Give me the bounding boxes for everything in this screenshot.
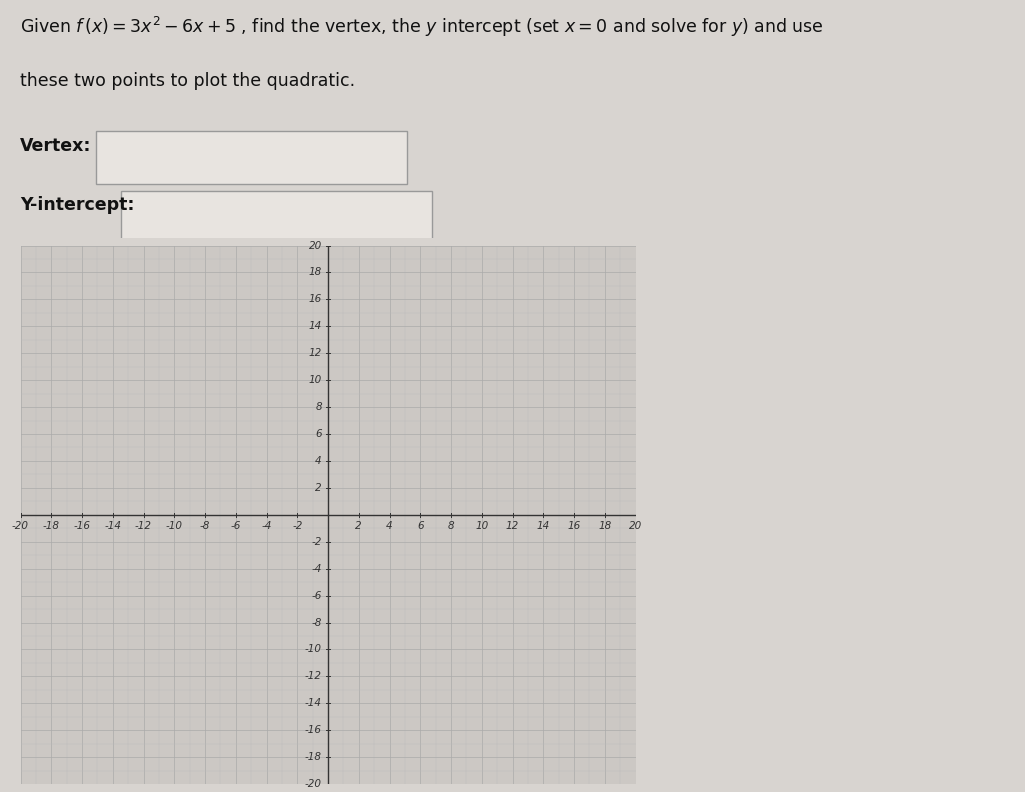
Text: 6: 6 [417, 521, 423, 531]
Text: Vertex:: Vertex: [20, 136, 92, 154]
Text: -20: -20 [304, 779, 322, 789]
Text: 4: 4 [386, 521, 393, 531]
Text: -10: -10 [166, 521, 182, 531]
Text: -16: -16 [304, 725, 322, 735]
Text: -2: -2 [292, 521, 302, 531]
Text: 12: 12 [506, 521, 519, 531]
Text: -16: -16 [74, 521, 90, 531]
Text: 18: 18 [309, 268, 322, 277]
Text: 16: 16 [568, 521, 580, 531]
Text: 10: 10 [476, 521, 488, 531]
Text: -14: -14 [304, 699, 322, 708]
Text: 6: 6 [316, 429, 322, 439]
Text: 2: 2 [316, 483, 322, 493]
Text: 14: 14 [537, 521, 549, 531]
Text: -8: -8 [200, 521, 210, 531]
Text: 12: 12 [309, 348, 322, 358]
Text: -4: -4 [261, 521, 272, 531]
Text: 8: 8 [448, 521, 454, 531]
Text: -6: -6 [312, 591, 322, 600]
Text: -18: -18 [304, 752, 322, 762]
Text: 4: 4 [316, 456, 322, 466]
Text: 16: 16 [309, 295, 322, 304]
Text: 8: 8 [316, 402, 322, 412]
Text: 18: 18 [599, 521, 611, 531]
Text: -8: -8 [312, 618, 322, 627]
Text: -6: -6 [231, 521, 241, 531]
Text: -14: -14 [105, 521, 121, 531]
Text: these two points to plot the quadratic.: these two points to plot the quadratic. [20, 72, 356, 90]
FancyBboxPatch shape [95, 131, 407, 184]
Text: 10: 10 [309, 375, 322, 385]
Text: Given $f\,(x) = 3x^2 - 6x + 5$ , find the vertex, the $y$ intercept (set $x = 0$: Given $f\,(x) = 3x^2 - 6x + 5$ , find th… [20, 15, 824, 39]
Text: -4: -4 [312, 564, 322, 573]
Text: 2: 2 [356, 521, 362, 531]
Text: 20: 20 [309, 241, 322, 250]
Text: 14: 14 [309, 322, 322, 331]
Text: -12: -12 [135, 521, 152, 531]
FancyBboxPatch shape [121, 191, 433, 243]
Text: -10: -10 [304, 645, 322, 654]
Text: -12: -12 [304, 672, 322, 681]
Text: -20: -20 [12, 521, 29, 531]
Text: Y-intercept:: Y-intercept: [20, 196, 135, 215]
Text: 20: 20 [629, 521, 642, 531]
Text: -18: -18 [43, 521, 59, 531]
Text: -2: -2 [312, 537, 322, 546]
